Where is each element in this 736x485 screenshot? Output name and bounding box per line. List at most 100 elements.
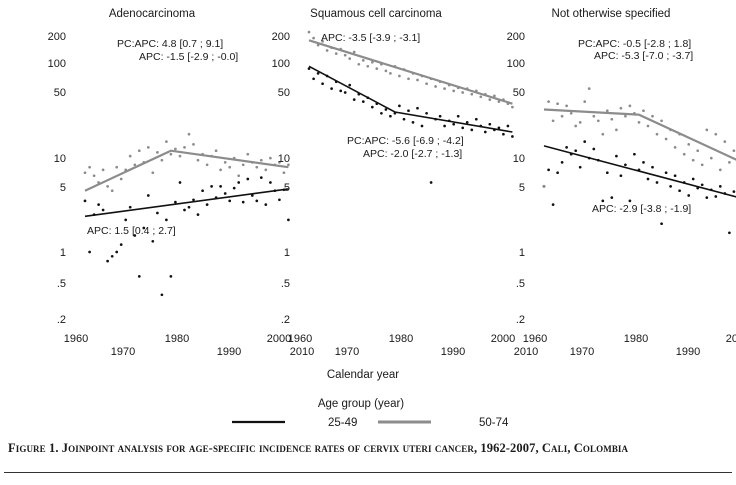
- data-point: [205, 163, 209, 167]
- data-point: [470, 128, 474, 132]
- data-point: [151, 239, 155, 243]
- fit-line-50-74: [84, 149, 289, 192]
- data-point: [592, 114, 596, 118]
- data-point: [174, 147, 177, 151]
- data-point: [687, 143, 691, 146]
- panel-title: Squamous cell carcinoma: [310, 8, 442, 20]
- data-point: [330, 87, 333, 90]
- data-point: [511, 105, 514, 109]
- data-point: [547, 168, 550, 172]
- data-point: [375, 67, 379, 70]
- data-point: [660, 119, 663, 123]
- data-point: [201, 189, 204, 193]
- data-point: [282, 171, 286, 175]
- data-point: [452, 89, 456, 93]
- data-point: [165, 140, 168, 143]
- data-point: [646, 177, 650, 181]
- data-point: [312, 36, 315, 40]
- data-point: [420, 124, 424, 128]
- x-tick-label: 1960: [64, 333, 88, 345]
- data-point: [165, 218, 168, 222]
- data-point: [470, 92, 474, 96]
- data-point: [348, 57, 352, 60]
- data-point: [133, 163, 137, 167]
- data-point: [438, 114, 442, 118]
- y-tick-label: 200: [272, 31, 290, 43]
- data-point: [325, 49, 329, 52]
- data-point: [110, 189, 114, 193]
- data-point: [343, 53, 347, 57]
- y-tick-label: 100: [48, 58, 66, 70]
- data-point: [705, 196, 709, 199]
- data-point: [628, 104, 632, 108]
- series-50-74: [307, 30, 514, 109]
- data-point: [493, 94, 496, 98]
- data-point: [146, 194, 150, 197]
- data-point: [488, 98, 492, 101]
- data-point: [223, 161, 227, 164]
- data-point: [655, 181, 659, 184]
- data-point: [380, 111, 383, 115]
- y-tick-label: 1: [519, 247, 525, 259]
- data-point: [569, 111, 573, 115]
- data-point: [574, 124, 578, 128]
- y-tick-label: 200: [507, 31, 525, 43]
- data-point: [133, 234, 137, 237]
- data-point: [556, 102, 559, 106]
- panel-title: Not otherwise specified: [552, 8, 671, 20]
- data-point: [307, 67, 311, 70]
- data-point: [687, 194, 691, 197]
- data-point: [619, 174, 623, 178]
- data-point: [196, 213, 200, 216]
- data-point: [461, 91, 465, 94]
- apc-annotation: APC: -3.5 [-3.9 ; -3.1]: [321, 32, 420, 44]
- y-tick-label: .5: [281, 278, 290, 290]
- y-tick-label: 10: [54, 153, 66, 165]
- data-point: [664, 137, 668, 141]
- data-point: [384, 69, 388, 73]
- caption-rule: [4, 472, 732, 473]
- y-tick-label: 50: [54, 87, 66, 99]
- data-point: [596, 119, 600, 123]
- chart-panel-3: Not otherwise specified 200 100 50 10 5 1 .5 .2 1…: [507, 8, 736, 358]
- data-point: [83, 171, 87, 175]
- data-point: [479, 95, 483, 99]
- data-point: [128, 205, 132, 209]
- data-point: [605, 171, 609, 175]
- data-point: [691, 158, 695, 162]
- data-point: [511, 135, 514, 138]
- data-point: [678, 189, 681, 193]
- data-point: [269, 156, 272, 160]
- data-point: [241, 163, 245, 167]
- data-point: [497, 100, 501, 103]
- data-point: [357, 62, 361, 66]
- series-25-49: [83, 176, 290, 297]
- y-tick-label: 10: [513, 153, 525, 165]
- apc-annotation: PC:APC: -0.5 [-2.8 ; 1.8]: [578, 38, 691, 50]
- data-point: [542, 185, 546, 188]
- y-tick-label: 10: [278, 153, 290, 165]
- fit-line-25-49: [543, 145, 736, 198]
- data-point: [465, 121, 469, 124]
- apc-annotation: APC: -2.0 [-2.7 ; -1.3]: [363, 148, 462, 160]
- data-point: [339, 89, 343, 93]
- data-point: [160, 158, 164, 162]
- data-point: [312, 77, 315, 81]
- legend: Age group (year) 25-49 50-74: [232, 398, 509, 429]
- y-tick-label: 100: [507, 58, 525, 70]
- data-point: [398, 74, 401, 78]
- data-point: [366, 64, 370, 68]
- data-point: [259, 158, 263, 162]
- x-tick-label: 2010: [290, 346, 314, 358]
- data-point: [610, 196, 614, 199]
- data-point: [637, 121, 641, 124]
- data-point: [119, 243, 123, 246]
- data-point: [669, 185, 672, 188]
- data-point: [714, 195, 718, 198]
- data-point: [348, 83, 352, 87]
- data-point: [624, 163, 627, 167]
- data-point: [97, 203, 100, 206]
- data-point: [110, 254, 114, 258]
- data-point: [115, 165, 119, 169]
